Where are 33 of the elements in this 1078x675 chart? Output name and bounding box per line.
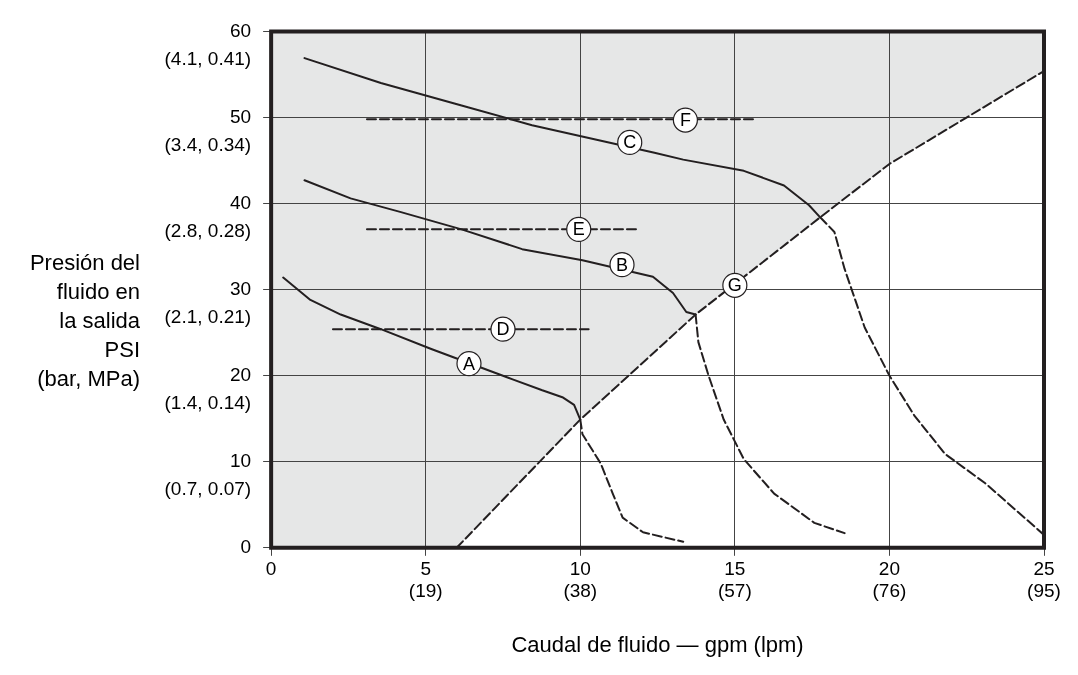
annotation: D [496,319,510,340]
annotation: F [679,110,691,131]
text: (19) [408,579,443,601]
y-tick-label: 50 [229,105,252,127]
text: (38) [563,579,598,601]
y-tick-label: 10 [229,449,252,471]
y-tick-label: 40 [229,191,252,213]
text: (2.8, 0.28) [164,219,252,241]
y-tick-label: 20 [229,363,252,385]
text: (1.4, 0.14) [164,391,252,413]
text: (95) [1027,579,1061,601]
text: (57) [717,579,752,601]
y-axis-title: Presión del fluido en la salida PSI (bar, MPa) [28,249,140,393]
x-tick-label: 15 [724,558,746,580]
text: (3.4, 0.34) [164,133,252,155]
annotation: A [462,353,475,374]
text: (2.1, 0.21) [164,305,252,327]
y-tick-label: 30 [229,277,252,299]
x-tick-label: 5 [420,558,431,580]
text: (0.7, 0.07) [164,477,252,499]
annotation: G [727,275,742,296]
x-tick-label: 10 [569,558,591,580]
y-tick-label: 60 [229,19,252,41]
y-tick-label: 0 [240,536,252,558]
x-tick-label: 0 [265,558,277,580]
annotation: E [572,219,585,240]
x-axis-title: Caudal de fluido — gpm (lpm) [511,631,804,657]
text: (76) [872,579,907,601]
x-tick-label: 20 [878,558,900,580]
annotation: B [616,254,629,275]
annotation: C [623,132,637,153]
text: (4.1, 0.41) [164,47,252,69]
x-tick-label: 25 [1033,558,1055,580]
